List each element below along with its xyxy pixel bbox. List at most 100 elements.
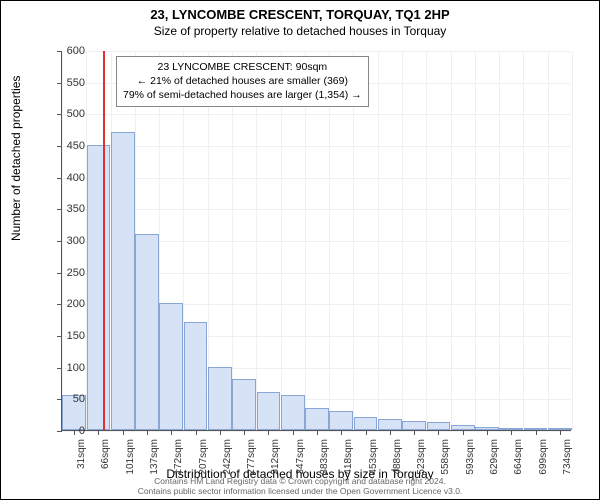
y-tick-label: 250 <box>45 267 85 279</box>
gridline-v <box>475 51 476 430</box>
x-tick-label: 558sqm <box>440 439 451 475</box>
annotation-box: 23 LYNCOMBE CRESCENT: 90sqm← 21% of deta… <box>116 56 369 107</box>
x-tick <box>244 430 245 435</box>
x-tick <box>341 430 342 435</box>
x-tick-label: 734sqm <box>562 439 573 475</box>
x-tick <box>560 430 561 435</box>
gridline-v <box>378 51 379 430</box>
x-tick <box>463 430 464 435</box>
histogram-bar <box>184 322 208 430</box>
x-tick-label: 277sqm <box>246 439 257 475</box>
histogram-bar <box>111 132 135 430</box>
y-tick-label: 50 <box>45 393 85 405</box>
x-tick <box>147 430 148 435</box>
x-tick <box>98 430 99 435</box>
x-tick <box>487 430 488 435</box>
x-tick-label: 101sqm <box>125 439 136 475</box>
x-tick-label: 453sqm <box>368 439 379 475</box>
annotation-line3: 79% of semi-detached houses are larger (… <box>123 88 362 102</box>
gridline-v <box>281 51 282 430</box>
y-tick-label: 450 <box>45 140 85 152</box>
gridline-h <box>62 51 571 52</box>
gridline-h <box>62 178 571 179</box>
x-tick-label: 699sqm <box>538 439 549 475</box>
x-tick <box>511 430 512 435</box>
gridline-v <box>499 51 500 430</box>
x-tick-label: 418sqm <box>343 439 354 475</box>
x-tick-label: 593sqm <box>465 439 476 475</box>
y-tick-label: 400 <box>45 172 85 184</box>
x-tick-label: 137sqm <box>149 439 160 475</box>
x-tick <box>123 430 124 435</box>
y-tick-label: 500 <box>45 108 85 120</box>
gridline-v <box>232 51 233 430</box>
x-tick-label: 172sqm <box>173 439 184 475</box>
x-tick-label: 629sqm <box>489 439 500 475</box>
x-tick-label: 242sqm <box>222 439 233 475</box>
histogram-bar <box>208 367 232 430</box>
gridline-h <box>62 146 571 147</box>
x-tick <box>317 430 318 435</box>
x-tick <box>268 430 269 435</box>
chart-container: 23, LYNCOMBE CRESCENT, TORQUAY, TQ1 2HP … <box>0 0 600 500</box>
x-tick-label: 347sqm <box>295 439 306 475</box>
x-tick-label: 66sqm <box>100 439 111 469</box>
histogram-bar <box>159 303 183 430</box>
reference-line <box>103 51 105 430</box>
histogram-bar <box>257 392 281 430</box>
histogram-bar <box>354 417 378 430</box>
chart-title: 23, LYNCOMBE CRESCENT, TORQUAY, TQ1 2HP <box>1 1 599 22</box>
histogram-bar <box>305 408 329 430</box>
chart-subtitle: Size of property relative to detached ho… <box>1 22 599 38</box>
gridline-h <box>62 114 571 115</box>
histogram-bar <box>402 421 426 431</box>
y-tick-label: 150 <box>45 330 85 342</box>
y-tick-label: 600 <box>45 45 85 57</box>
footer-text: Contains HM Land Registry data © Crown c… <box>1 477 599 497</box>
x-tick-label: 207sqm <box>198 439 209 475</box>
y-tick-label: 100 <box>45 362 85 374</box>
x-tick <box>220 430 221 435</box>
x-tick <box>171 430 172 435</box>
gridline-v <box>256 51 257 430</box>
y-axis-label: Number of detached properties <box>9 76 23 241</box>
y-tick-label: 0 <box>45 425 85 437</box>
gridline-v <box>353 51 354 430</box>
y-tick-label: 300 <box>45 235 85 247</box>
gridline-v <box>451 51 452 430</box>
x-tick-label: 488sqm <box>392 439 403 475</box>
plot-area <box>61 51 571 431</box>
gridline-h <box>62 209 571 210</box>
x-tick <box>438 430 439 435</box>
histogram-bar <box>427 422 451 430</box>
x-tick-label: 664sqm <box>513 439 524 475</box>
annotation-line1: 23 LYNCOMBE CRESCENT: 90sqm <box>123 60 362 74</box>
gridline-v <box>523 51 524 430</box>
histogram-bar <box>378 419 402 430</box>
gridline-v <box>305 51 306 430</box>
x-tick <box>293 430 294 435</box>
y-tick-label: 350 <box>45 203 85 215</box>
gridline-v <box>572 51 573 430</box>
x-tick-label: 31sqm <box>76 439 87 469</box>
footer-line2: Contains public sector information licen… <box>1 487 599 497</box>
y-tick-label: 550 <box>45 77 85 89</box>
x-tick <box>196 430 197 435</box>
x-tick-label: 523sqm <box>416 439 427 475</box>
histogram-bar <box>135 234 159 430</box>
x-tick-label: 312sqm <box>270 439 281 475</box>
gridline-v <box>426 51 427 430</box>
gridline-v <box>548 51 549 430</box>
histogram-bar <box>329 411 353 430</box>
annotation-line2: ← 21% of detached houses are smaller (36… <box>123 74 362 88</box>
x-tick-label: 383sqm <box>319 439 330 475</box>
x-tick <box>390 430 391 435</box>
x-tick <box>414 430 415 435</box>
gridline-v <box>329 51 330 430</box>
histogram-bar <box>232 379 256 430</box>
x-tick <box>536 430 537 435</box>
gridline-v <box>402 51 403 430</box>
y-tick-label: 200 <box>45 298 85 310</box>
x-tick <box>366 430 367 435</box>
histogram-bar <box>87 145 111 430</box>
